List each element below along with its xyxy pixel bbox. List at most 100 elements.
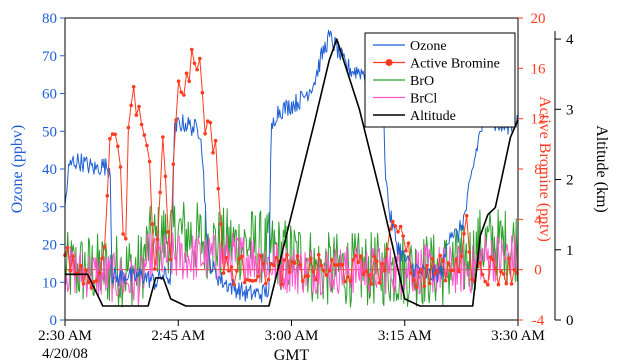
series-active-bromine-point xyxy=(147,159,152,164)
series-active-bromine-point xyxy=(158,190,162,195)
series-active-bromine-point xyxy=(306,274,310,278)
series-active-bromine-point xyxy=(126,125,131,130)
series-active-bromine-point xyxy=(293,261,297,265)
series-active-bromine-point xyxy=(266,277,271,282)
series-active-bromine-point xyxy=(139,122,144,127)
series-active-bromine-point xyxy=(301,279,305,283)
series-active-bromine-point xyxy=(287,270,292,274)
x-axis-title: GMT xyxy=(274,347,310,363)
y-left-tick-label: 70 xyxy=(42,49,57,65)
series-active-bromine-point xyxy=(232,282,236,287)
series-active-bromine-point xyxy=(353,253,358,258)
y-right-tick-label: 20 xyxy=(531,11,546,27)
series-active-bromine-point xyxy=(142,133,147,137)
series-active-bromine-point xyxy=(456,269,461,274)
series-active-bromine-point xyxy=(351,258,355,262)
series-active-bromine-point xyxy=(359,254,363,258)
series-active-bromine-point xyxy=(361,272,366,277)
series-active-bromine-point xyxy=(509,282,514,286)
series-bro-line xyxy=(64,196,519,308)
series-active-bromine-point xyxy=(298,263,303,267)
series-active-bromine-point xyxy=(89,285,94,290)
series-active-bromine-point xyxy=(486,282,490,287)
series-active-bromine-point xyxy=(430,256,435,261)
series-active-bromine-point xyxy=(303,274,308,278)
series-active-bromine-point xyxy=(166,230,170,234)
series-active-bromine-point xyxy=(171,162,176,166)
series-active-bromine-point xyxy=(343,279,347,284)
series-active-bromine-point xyxy=(409,271,414,275)
series-active-bromine-point xyxy=(168,257,173,262)
series-active-bromine-point xyxy=(380,261,384,266)
series-active-bromine-point xyxy=(134,113,139,117)
series-active-bromine-point xyxy=(462,231,466,236)
y-left-tick-label: 20 xyxy=(42,238,57,254)
y-right-tick-label: 12 xyxy=(531,112,546,128)
legend-marker-active-bromine xyxy=(385,59,393,66)
series-active-bromine-point xyxy=(372,254,377,259)
series-active-bromine-point xyxy=(406,241,411,245)
x-tick-label: 3:15 AM xyxy=(378,328,432,344)
y-left-tick-label: 50 xyxy=(42,124,57,140)
y-far-right-tick-label: 1 xyxy=(566,243,574,259)
series-active-bromine-point xyxy=(272,263,276,268)
y-left-tick-label: 80 xyxy=(42,11,57,27)
series-active-bromine-point xyxy=(483,279,488,284)
series-active-bromine-point xyxy=(261,261,266,266)
series-active-bromine-point xyxy=(504,281,509,286)
y-left-tick-label: 40 xyxy=(42,162,57,178)
series-active-bromine-point xyxy=(274,255,279,260)
series-active-bromine-point xyxy=(65,245,70,250)
series-active-bromine-point xyxy=(377,281,382,285)
series-active-bromine-point xyxy=(438,253,443,258)
series-active-bromine-point xyxy=(390,219,395,224)
series-active-bromine-point xyxy=(404,249,408,253)
series-active-bromine-point xyxy=(203,131,207,136)
series-active-bromine-point xyxy=(118,165,123,169)
series-ozone-line xyxy=(64,29,519,303)
x-tick-label: 2:45 AM xyxy=(151,328,205,344)
series-active-bromine-point xyxy=(467,250,472,254)
series-active-bromine-point xyxy=(441,259,445,263)
y-right-tick-label: 16 xyxy=(531,61,547,77)
series-active-bromine-point xyxy=(279,282,284,287)
series-active-bromine-point xyxy=(451,268,456,273)
series-active-bromine-point xyxy=(184,71,189,76)
series-active-bromine-point xyxy=(200,90,205,95)
series-active-bromine-point xyxy=(100,256,104,261)
series-active-bromine-point xyxy=(192,61,197,66)
series-active-bromine-point xyxy=(396,230,400,234)
series-active-bromine-point xyxy=(208,120,213,125)
series-active-bromine-point xyxy=(174,118,178,122)
y-far-right-tick-label: 0 xyxy=(566,313,574,329)
series-active-bromine-point xyxy=(446,261,451,265)
y-left-axis-title: Ozone (ppbv) xyxy=(9,125,26,213)
legend-label-brcl: BrCl xyxy=(410,92,437,107)
series-active-bromine-point xyxy=(427,281,432,286)
series-active-bromine-point xyxy=(242,280,247,285)
series-active-bromine-point xyxy=(237,256,242,261)
series-active-bromine-point xyxy=(221,271,226,275)
series-active-bromine-point xyxy=(113,132,117,137)
series-active-bromine-point xyxy=(435,269,440,274)
y-right-axis-title: Active Bromine (pptv) xyxy=(536,96,553,242)
series-active-bromine-point xyxy=(97,271,102,275)
series-active-bromine-point xyxy=(264,281,268,286)
series-active-bromine-point xyxy=(314,277,318,282)
series-active-bromine-point xyxy=(340,262,345,267)
series-active-bromine-point xyxy=(129,103,133,108)
series-active-bromine-point xyxy=(369,282,374,286)
x-tick-label: 3:00 AM xyxy=(265,328,319,344)
series-active-bromine-point xyxy=(311,269,316,274)
series-active-bromine-point xyxy=(213,138,218,143)
series-active-bromine-point xyxy=(176,79,181,83)
series-active-bromine-point xyxy=(345,275,350,279)
series-active-bromine-point xyxy=(163,174,168,179)
legend-label-bro: BrO xyxy=(410,74,434,89)
series-active-bromine-point xyxy=(464,213,469,218)
series-active-bromine-point xyxy=(338,262,342,267)
series-active-bromine-point xyxy=(105,194,110,198)
series-active-bromine-point xyxy=(385,247,390,251)
series-active-bromine-point xyxy=(401,234,406,238)
series-active-bromine-point xyxy=(382,268,387,273)
